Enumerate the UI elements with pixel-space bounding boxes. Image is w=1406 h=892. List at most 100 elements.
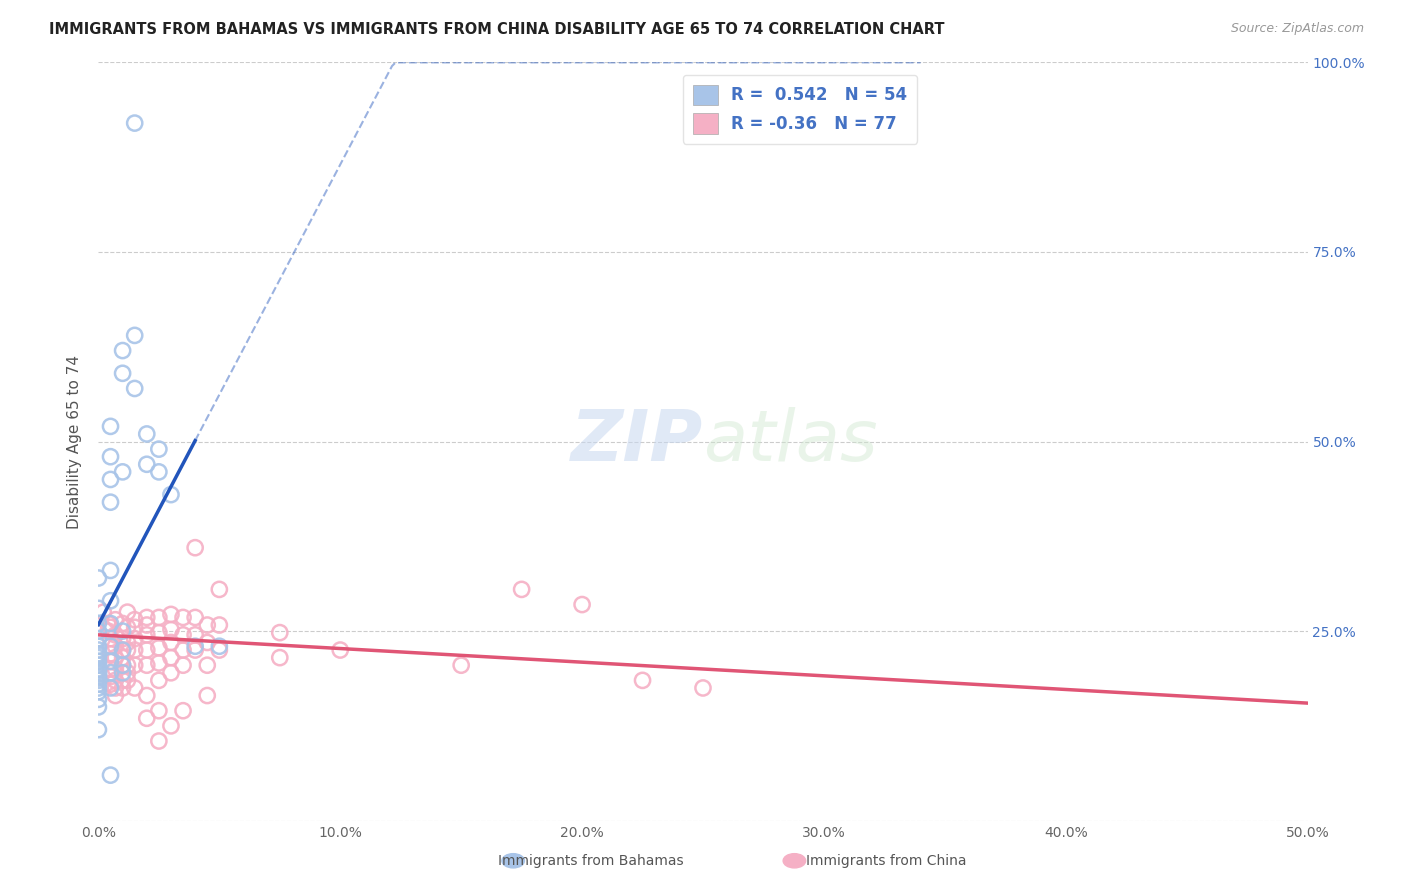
Point xyxy=(148,640,170,655)
Point xyxy=(100,473,122,487)
Text: Source: ZipAtlas.com: Source: ZipAtlas.com xyxy=(1230,22,1364,36)
Point xyxy=(135,610,157,624)
Point xyxy=(87,669,110,683)
Point xyxy=(91,605,114,619)
Point xyxy=(87,647,110,661)
Point xyxy=(87,685,110,699)
Point xyxy=(135,711,157,725)
Point xyxy=(87,650,110,665)
Point xyxy=(87,671,110,685)
Point xyxy=(172,658,194,673)
Point xyxy=(124,643,146,657)
Point xyxy=(87,662,110,676)
Point xyxy=(124,620,146,634)
Point xyxy=(135,628,157,642)
Point xyxy=(692,681,714,695)
Point xyxy=(208,582,231,597)
Point xyxy=(117,643,139,657)
Text: Immigrants from Bahamas: Immigrants from Bahamas xyxy=(498,854,683,868)
Point xyxy=(124,658,146,673)
Text: ZIP: ZIP xyxy=(571,407,703,476)
Text: atlas: atlas xyxy=(703,407,877,476)
Point xyxy=(124,328,146,343)
Point xyxy=(87,632,110,646)
Point xyxy=(184,610,207,624)
Point xyxy=(104,628,127,642)
Point xyxy=(172,628,194,642)
Point xyxy=(148,442,170,457)
Point xyxy=(124,632,146,646)
Point xyxy=(571,598,593,612)
Point xyxy=(184,639,207,653)
Point xyxy=(111,616,134,631)
Point xyxy=(329,643,352,657)
Point xyxy=(97,616,120,631)
Point xyxy=(100,662,122,676)
Point xyxy=(111,650,134,665)
Point xyxy=(184,541,207,555)
Point xyxy=(87,681,110,695)
Point xyxy=(100,639,122,653)
Point xyxy=(100,594,122,608)
Point xyxy=(87,655,110,669)
Point xyxy=(148,625,170,640)
Text: Immigrants from China: Immigrants from China xyxy=(806,854,966,868)
Point xyxy=(148,465,170,479)
Point xyxy=(135,458,157,472)
Point xyxy=(104,639,127,653)
Point xyxy=(172,610,194,624)
Point xyxy=(160,665,183,680)
Point xyxy=(172,704,194,718)
Point xyxy=(87,658,110,673)
Point xyxy=(100,419,122,434)
Point xyxy=(104,613,127,627)
Point xyxy=(87,664,110,678)
Text: IMMIGRANTS FROM BAHAMAS VS IMMIGRANTS FROM CHINA DISABILITY AGE 65 TO 74 CORRELA: IMMIGRANTS FROM BAHAMAS VS IMMIGRANTS FR… xyxy=(49,22,945,37)
Point xyxy=(87,643,110,657)
Point xyxy=(87,639,110,653)
Point xyxy=(111,343,134,358)
Point xyxy=(111,624,134,639)
Point xyxy=(111,632,134,646)
Point xyxy=(87,624,110,639)
Point xyxy=(117,673,139,688)
Point xyxy=(195,658,218,673)
Point xyxy=(100,677,122,691)
Point xyxy=(269,650,291,665)
Point xyxy=(104,650,127,665)
Point xyxy=(172,643,194,657)
Point xyxy=(100,655,122,669)
Point xyxy=(87,699,110,714)
Point xyxy=(135,618,157,632)
Point xyxy=(269,625,291,640)
Point xyxy=(160,487,183,501)
Point xyxy=(148,704,170,718)
Point xyxy=(104,689,127,703)
Point xyxy=(100,681,122,695)
Point xyxy=(100,768,122,782)
Point xyxy=(135,643,157,657)
Point xyxy=(87,673,110,688)
Point xyxy=(100,632,122,646)
Point xyxy=(184,628,207,642)
Point xyxy=(111,643,134,657)
Point xyxy=(87,723,110,737)
Point xyxy=(124,613,146,627)
Point xyxy=(124,681,146,695)
Point xyxy=(111,665,134,680)
Point xyxy=(87,677,110,691)
Point xyxy=(104,681,127,695)
Point xyxy=(135,689,157,703)
Point xyxy=(510,582,533,597)
Point xyxy=(148,610,170,624)
Point xyxy=(104,662,127,676)
Point xyxy=(148,656,170,670)
Point xyxy=(195,689,218,703)
Point xyxy=(195,635,218,649)
Point xyxy=(117,620,139,634)
Point xyxy=(100,665,122,680)
Point xyxy=(100,669,122,683)
Point xyxy=(148,734,170,748)
Point xyxy=(111,465,134,479)
Point xyxy=(117,605,139,619)
